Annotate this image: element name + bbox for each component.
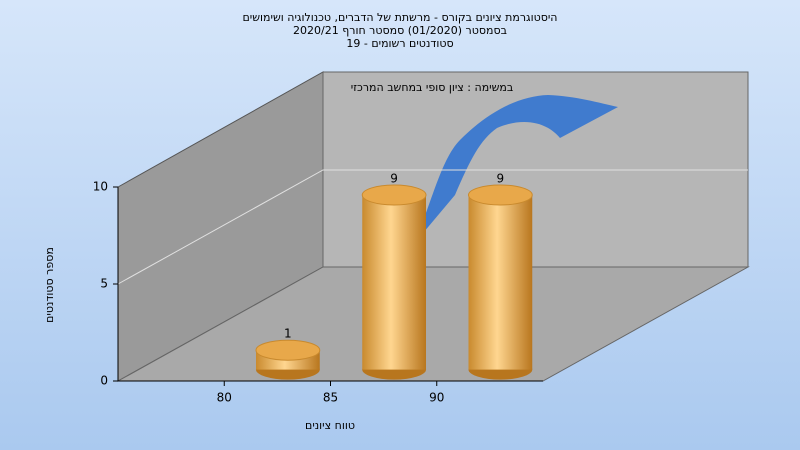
y-tick-label: 0 xyxy=(100,374,108,388)
bar-top xyxy=(255,339,321,361)
annotation: במשימה : ציון סופי במחשב המרכזי xyxy=(351,81,514,94)
chart-title: סטודנטים רשומים - 19 xyxy=(346,37,453,50)
data-label: 1 xyxy=(284,327,292,341)
chart-title: בסמסטר (01/2020) סמסטר חורף 2020/21 xyxy=(293,24,507,37)
x-tick-label: 90 xyxy=(429,391,444,405)
x-axis-label: טווח ציונים xyxy=(305,419,355,432)
y-axis-label: מספר סטודנטים xyxy=(43,247,56,323)
y-tick-label: 10 xyxy=(93,180,108,194)
data-label: 9 xyxy=(497,172,505,186)
grid-line xyxy=(117,169,748,285)
x-tick-label: 80 xyxy=(217,391,232,405)
bar-top xyxy=(361,184,427,206)
bar xyxy=(468,195,533,370)
bar-top xyxy=(468,184,533,206)
bar xyxy=(362,195,426,370)
distribution-curve xyxy=(413,95,618,245)
chart-title: היסטוגרמת ציונים בקורס - מרשתת של הדברים… xyxy=(243,11,558,24)
data-label: 9 xyxy=(390,172,398,186)
y-tick-label: 5 xyxy=(100,277,108,291)
x-tick-label: 85 xyxy=(323,391,338,405)
